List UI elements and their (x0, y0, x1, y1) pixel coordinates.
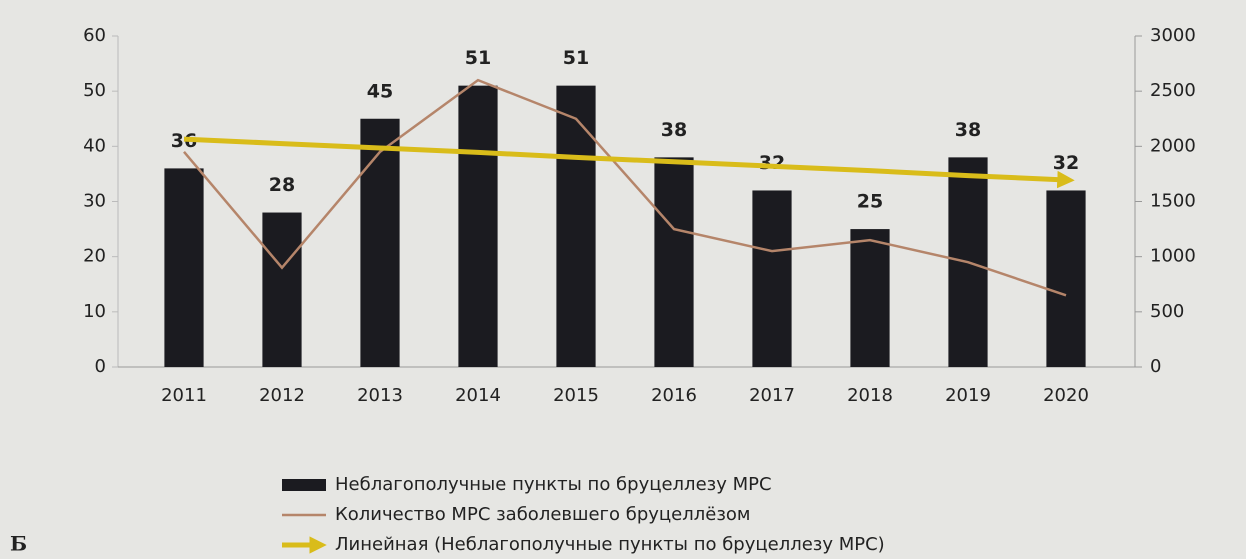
data-label: 32 (759, 152, 785, 174)
legend-label: Неблагополучные пункты по бруцеллезу МРС (335, 474, 772, 495)
x-tick-label: 2017 (749, 385, 795, 406)
x-tick-label: 2013 (357, 385, 403, 406)
x-tick-label: 2012 (259, 385, 305, 406)
y2-tick-label: 1000 (1150, 246, 1196, 267)
bar (458, 85, 498, 368)
data-label: 25 (857, 191, 883, 213)
data-label: 45 (367, 80, 393, 102)
y2-tick-label: 2500 (1150, 80, 1196, 101)
x-tick-label: 2011 (161, 385, 207, 406)
line-series (183, 78, 1067, 297)
data-label: 32 (1053, 152, 1079, 174)
y2-tick-label: 0 (1150, 356, 1161, 377)
bar (752, 190, 792, 367)
y-tick-label: 60 (83, 25, 106, 46)
data-label: 28 (269, 174, 295, 196)
legend-label: Линейная (Неблагополучные пункты по бруц… (335, 534, 885, 555)
data-label: 38 (955, 119, 981, 141)
bar (654, 157, 694, 367)
x-tick-label: 2020 (1043, 385, 1089, 406)
y-tick-label: 30 (83, 191, 106, 212)
y-tick-label: 10 (83, 301, 106, 322)
x-tick-label: 2015 (553, 385, 599, 406)
legend-label: Количество МРС заболевшего бруцеллёзом (335, 504, 751, 525)
y-tick-label: 40 (83, 135, 106, 156)
data-label: 51 (563, 47, 589, 69)
data-label: 38 (661, 119, 687, 141)
y2-tick-label: 500 (1150, 301, 1184, 322)
y2-tick-label: 3000 (1150, 25, 1196, 46)
y-tick-label: 20 (83, 246, 106, 267)
bar (850, 229, 890, 367)
y2-tick-label: 2000 (1150, 135, 1196, 156)
x-tick-label: 2018 (847, 385, 893, 406)
bar (1046, 190, 1086, 367)
x-tick-label: 2019 (945, 385, 991, 406)
x-tick-label: 2014 (455, 385, 501, 406)
y-tick-label: 50 (83, 80, 106, 101)
data-label: 51 (465, 47, 491, 69)
panel-label: Б (10, 532, 27, 556)
trend-line (183, 136, 1075, 189)
x-tick-label: 2016 (651, 385, 697, 406)
bar (360, 118, 400, 367)
y-tick-label: 0 (95, 356, 106, 377)
bar (262, 212, 302, 367)
bar (556, 85, 596, 368)
legend-swatch (282, 479, 326, 491)
y2-tick-label: 1500 (1150, 191, 1196, 212)
bar (164, 168, 204, 367)
